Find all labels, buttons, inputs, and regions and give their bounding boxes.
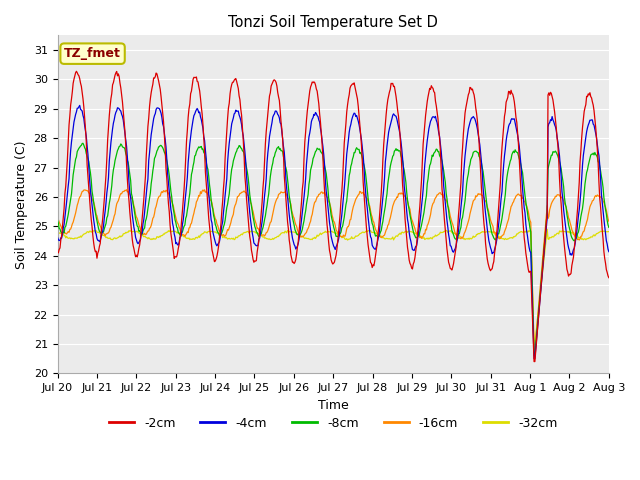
Text: TZ_fmet: TZ_fmet: [64, 47, 121, 60]
Legend: -2cm, -4cm, -8cm, -16cm, -32cm: -2cm, -4cm, -8cm, -16cm, -32cm: [104, 412, 563, 435]
Y-axis label: Soil Temperature (C): Soil Temperature (C): [15, 140, 28, 269]
X-axis label: Time: Time: [318, 398, 349, 412]
Title: Tonzi Soil Temperature Set D: Tonzi Soil Temperature Set D: [228, 15, 438, 30]
